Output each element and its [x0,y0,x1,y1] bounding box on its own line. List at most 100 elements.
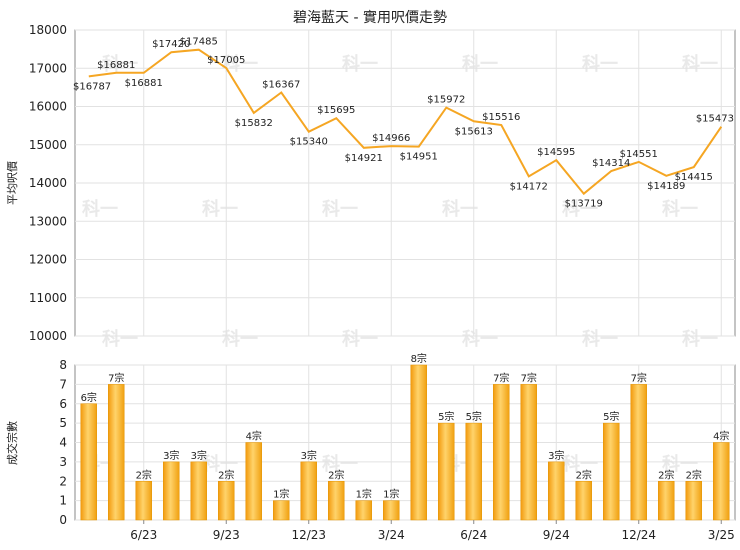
chart-title: 碧海藍天 - 實用呎價走勢 [293,9,447,26]
watermark: 科一 [222,328,258,350]
watermark: 科一 [462,328,498,350]
price-data-label: $15972 [427,95,465,106]
price-y-tick-label: 14000 [29,176,67,190]
volume-bar [245,442,262,521]
volume-data-label: 2宗 [658,468,674,481]
watermark: 科一 [442,198,478,220]
volume-bar [383,500,400,521]
watermark: 科一 [342,328,378,350]
volume-bar [438,422,455,521]
price-y-tick-label: 10000 [29,329,67,343]
price-data-label: $14415 [675,172,713,183]
volume-y-tick-label: 4 [59,436,67,450]
volume-data-label: 3宗 [548,449,564,462]
volume-bar [575,481,592,521]
volume-data-label: 2宗 [576,468,592,481]
price-data-label: $14189 [647,181,685,192]
price-data-label: $15832 [235,118,273,129]
price-y-ticks: 10000 11000 12000 13000 14000 15000 16000 17000… [29,23,67,343]
watermark: 科一 [82,198,118,220]
volume-y-ticks: 0 1 2 3 4 5 6 7 8 [59,358,67,527]
watermark: 科一 [102,53,138,75]
watermark: 科一 [102,328,138,350]
price-data-label: $17005 [207,55,245,66]
volume-bar [80,403,97,521]
price-y-axis-label: 平均呎價 [5,161,19,205]
x-tick-label: 9/23 [213,528,240,542]
volume-bar [190,461,207,521]
watermark: 科一 [222,53,258,75]
volume-bar [273,500,290,521]
volume-data-label: 8宗 [411,352,427,365]
volume-bar [410,364,427,521]
volume-y-tick-label: 8 [59,358,67,372]
volume-bar [603,422,620,521]
watermark: 科一 [582,328,618,350]
price-y-tick-label: 16000 [29,100,67,114]
x-tick-label: 3/24 [378,528,405,542]
price-data-label: $14921 [345,153,383,164]
price-y-tick-label: 15000 [29,138,67,152]
price-line [88,48,723,196]
watermark: 科一 [582,53,618,75]
volume-data-label: 2宗 [218,468,234,481]
volume-bar [218,481,235,521]
volume-data-label: 7宗 [521,371,537,384]
volume-y-tick-label: 3 [59,455,67,469]
volume-bar [713,442,730,521]
price-data-label: $14951 [400,152,438,163]
price-y-tick-label: 17000 [29,61,67,75]
volume-y-tick-label: 1 [59,494,67,508]
price-data-label: $17420 [152,39,190,50]
price-data-label: $15613 [455,126,493,137]
price-data-label: $15695 [317,105,355,116]
price-data-label: $15516 [482,112,520,123]
price-data-label: $16881 [125,78,163,89]
price-y-tick-label: 13000 [29,214,67,228]
volume-bar [465,422,482,521]
volume-data-label: 5宗 [603,410,619,423]
volume-data-labels: 6宗 7宗 2宗 3宗 3宗 2宗 4宗 1宗 3宗 2宗 1宗 1宗 8宗 5宗 5宗 7宗 7宗 3宗 2宗 5宗… [81,352,730,501]
watermark: 科一 [322,453,358,475]
volume-bar [328,481,345,521]
volume-data-label: 7宗 [108,371,124,384]
price-data-label: $16881 [97,60,135,71]
price-data-label: $14172 [510,181,548,192]
volume-bar [493,384,510,521]
volume-bar [658,481,675,521]
watermark: 科一 [342,53,378,75]
price-data-label: $16787 [73,81,111,92]
x-axis-ticks: 6/23 9/23 12/23 3/24 6/24 9/24 12/24 3/25 [130,520,735,542]
volume-data-label: 3宗 [163,449,179,462]
x-tick-label: 9/24 [543,528,570,542]
watermark: 科一 [322,198,358,220]
volume-y-tick-label: 7 [59,377,67,391]
volume-y-axis-label: 成交宗數 [5,421,19,465]
x-tick-label: 3/25 [708,528,735,542]
volume-bar [685,481,702,521]
price-data-label: $14551 [620,149,658,160]
volume-bar [163,461,180,521]
price-data-label: $16367 [262,79,300,90]
volume-bar [630,384,647,521]
volume-data-label: 1宗 [273,488,289,501]
volume-data-label: 4宗 [713,430,729,443]
price-y-tick-label: 12000 [29,253,67,267]
volume-data-label: 6宗 [81,391,97,404]
volume-chart: 0 1 2 3 4 5 6 7 8 6宗 7宗 2宗 3宗 3宗 2宗 4宗 1宗 3宗 2宗 1宗 1宗 8宗 5宗 5宗… [5,352,736,542]
x-tick-label: 12/24 [621,528,656,542]
x-tick-label: 12/23 [291,528,326,542]
watermark: 科一 [562,198,598,220]
volume-bars [80,364,730,521]
volume-data-label: 4宗 [246,430,262,443]
volume-data-label: 1宗 [356,488,372,501]
volume-y-tick-label: 0 [59,513,67,527]
volume-data-label: 2宗 [686,468,702,481]
price-data-label: $14966 [372,133,410,144]
volume-y-tick-label: 2 [59,474,67,488]
price-data-label: $15340 [290,137,328,148]
volume-data-label: 7宗 [631,371,647,384]
volume-y-tick-label: 6 [59,397,67,411]
